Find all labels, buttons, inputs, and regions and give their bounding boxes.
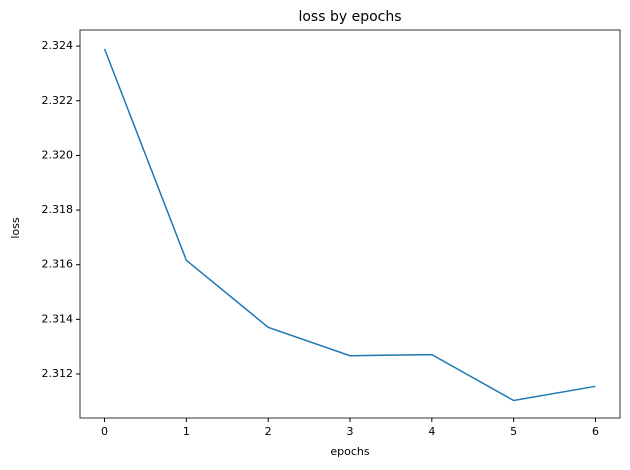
x-tick-label: 2 — [265, 425, 272, 438]
y-tick-label: 2.314 — [42, 312, 74, 325]
x-axis-label: epochs — [330, 445, 369, 458]
y-tick-label: 2.320 — [42, 148, 74, 161]
y-tick-label: 2.318 — [42, 203, 74, 216]
y-tick-label: 2.322 — [42, 94, 74, 107]
x-tick-label: 3 — [347, 425, 354, 438]
y-tick-label: 2.324 — [42, 39, 74, 52]
x-tick-label: 5 — [510, 425, 517, 438]
x-tick-label: 4 — [428, 425, 435, 438]
x-tick-label: 0 — [101, 425, 108, 438]
x-tick-label: 1 — [183, 425, 190, 438]
y-tick-label: 2.316 — [42, 258, 74, 271]
line — [103, 48, 596, 402]
x-tick-label: 6 — [592, 425, 599, 438]
y-tick-label: 2.312 — [42, 367, 74, 380]
y-axis-label: loss — [9, 217, 22, 239]
plot-frame — [79, 29, 621, 419]
chart-title: loss by epochs — [298, 9, 401, 25]
